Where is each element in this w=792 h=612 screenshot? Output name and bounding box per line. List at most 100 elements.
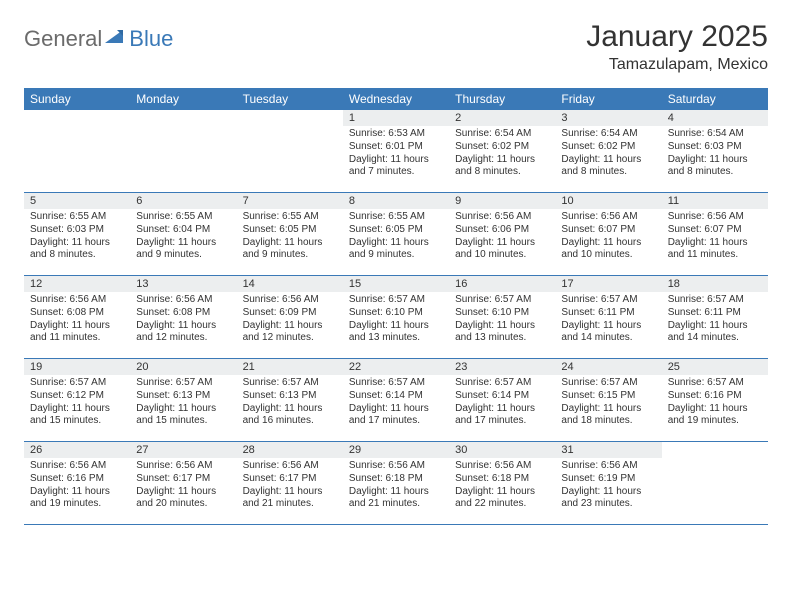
sunrise-line: Sunrise: 6:57 AM <box>561 294 655 307</box>
day-body: Sunrise: 6:56 AMSunset: 6:17 PMDaylight:… <box>130 458 236 517</box>
sunrise-line: Sunrise: 6:57 AM <box>668 294 762 307</box>
day-body: Sunrise: 6:56 AMSunset: 6:19 PMDaylight:… <box>555 458 661 517</box>
daylight-line: Daylight: 11 hours and 11 minutes. <box>668 237 762 263</box>
sunrise-line: Sunrise: 6:56 AM <box>561 460 655 473</box>
daylight-line: Daylight: 11 hours and 20 minutes. <box>136 486 230 512</box>
day-number: 3 <box>555 110 661 126</box>
sunrise-line: Sunrise: 6:57 AM <box>455 294 549 307</box>
day-body: Sunrise: 6:57 AMSunset: 6:10 PMDaylight:… <box>449 292 555 351</box>
sunset-line: Sunset: 6:11 PM <box>668 307 762 320</box>
day-body: Sunrise: 6:55 AMSunset: 6:03 PMDaylight:… <box>24 209 130 268</box>
day-cell: 25Sunrise: 6:57 AMSunset: 6:16 PMDayligh… <box>662 359 768 441</box>
logo-mark-icon <box>105 27 127 48</box>
day-number: 30 <box>449 442 555 458</box>
sunrise-line: Sunrise: 6:55 AM <box>243 211 337 224</box>
daylight-line: Daylight: 11 hours and 17 minutes. <box>455 403 549 429</box>
daylight-line: Daylight: 11 hours and 17 minutes. <box>349 403 443 429</box>
daylight-line: Daylight: 11 hours and 9 minutes. <box>243 237 337 263</box>
day-cell <box>237 110 343 192</box>
day-number: 31 <box>555 442 661 458</box>
sunset-line: Sunset: 6:14 PM <box>349 390 443 403</box>
week-row: 26Sunrise: 6:56 AMSunset: 6:16 PMDayligh… <box>24 442 768 525</box>
day-number: 28 <box>237 442 343 458</box>
day-body: Sunrise: 6:56 AMSunset: 6:08 PMDaylight:… <box>130 292 236 351</box>
sunset-line: Sunset: 6:05 PM <box>349 224 443 237</box>
sunrise-line: Sunrise: 6:56 AM <box>30 294 124 307</box>
week-row: 12Sunrise: 6:56 AMSunset: 6:08 PMDayligh… <box>24 276 768 359</box>
day-body: Sunrise: 6:55 AMSunset: 6:05 PMDaylight:… <box>237 209 343 268</box>
day-cell: 12Sunrise: 6:56 AMSunset: 6:08 PMDayligh… <box>24 276 130 358</box>
sunset-line: Sunset: 6:02 PM <box>561 141 655 154</box>
logo-text-general: General <box>24 26 102 52</box>
daylight-line: Daylight: 11 hours and 23 minutes. <box>561 486 655 512</box>
day-number: 19 <box>24 359 130 375</box>
day-body: Sunrise: 6:57 AMSunset: 6:14 PMDaylight:… <box>449 375 555 434</box>
day-of-week-cell: Tuesday <box>237 88 343 110</box>
day-body: Sunrise: 6:53 AMSunset: 6:01 PMDaylight:… <box>343 126 449 185</box>
day-body: Sunrise: 6:57 AMSunset: 6:11 PMDaylight:… <box>555 292 661 351</box>
day-body: Sunrise: 6:56 AMSunset: 6:08 PMDaylight:… <box>24 292 130 351</box>
day-number: 16 <box>449 276 555 292</box>
sunset-line: Sunset: 6:19 PM <box>561 473 655 486</box>
daylight-line: Daylight: 11 hours and 13 minutes. <box>455 320 549 346</box>
sunrise-line: Sunrise: 6:56 AM <box>455 211 549 224</box>
sunset-line: Sunset: 6:17 PM <box>243 473 337 486</box>
day-number: 7 <box>237 193 343 209</box>
daylight-line: Daylight: 11 hours and 10 minutes. <box>561 237 655 263</box>
sunset-line: Sunset: 6:13 PM <box>243 390 337 403</box>
sunset-line: Sunset: 6:18 PM <box>349 473 443 486</box>
day-number-empty <box>662 442 768 458</box>
daylight-line: Daylight: 11 hours and 22 minutes. <box>455 486 549 512</box>
daylight-line: Daylight: 11 hours and 21 minutes. <box>349 486 443 512</box>
day-cell: 19Sunrise: 6:57 AMSunset: 6:12 PMDayligh… <box>24 359 130 441</box>
day-cell: 6Sunrise: 6:55 AMSunset: 6:04 PMDaylight… <box>130 193 236 275</box>
sunset-line: Sunset: 6:08 PM <box>136 307 230 320</box>
day-cell: 27Sunrise: 6:56 AMSunset: 6:17 PMDayligh… <box>130 442 236 524</box>
day-body: Sunrise: 6:57 AMSunset: 6:14 PMDaylight:… <box>343 375 449 434</box>
daylight-line: Daylight: 11 hours and 8 minutes. <box>561 154 655 180</box>
month-title: January 2025 <box>586 20 768 54</box>
daylight-line: Daylight: 11 hours and 15 minutes. <box>136 403 230 429</box>
day-number: 20 <box>130 359 236 375</box>
day-number: 27 <box>130 442 236 458</box>
day-of-week-cell: Wednesday <box>343 88 449 110</box>
day-cell: 14Sunrise: 6:56 AMSunset: 6:09 PMDayligh… <box>237 276 343 358</box>
sunset-line: Sunset: 6:03 PM <box>30 224 124 237</box>
sunrise-line: Sunrise: 6:57 AM <box>455 377 549 390</box>
day-cell <box>24 110 130 192</box>
day-cell: 13Sunrise: 6:56 AMSunset: 6:08 PMDayligh… <box>130 276 236 358</box>
day-cell: 24Sunrise: 6:57 AMSunset: 6:15 PMDayligh… <box>555 359 661 441</box>
day-body: Sunrise: 6:56 AMSunset: 6:07 PMDaylight:… <box>555 209 661 268</box>
sunset-line: Sunset: 6:09 PM <box>243 307 337 320</box>
logo: General Blue <box>24 26 173 52</box>
day-cell: 26Sunrise: 6:56 AMSunset: 6:16 PMDayligh… <box>24 442 130 524</box>
title-block: January 2025 Tamazulapam, Mexico <box>586 20 768 74</box>
daylight-line: Daylight: 11 hours and 9 minutes. <box>136 237 230 263</box>
daylight-line: Daylight: 11 hours and 21 minutes. <box>243 486 337 512</box>
sunrise-line: Sunrise: 6:56 AM <box>455 460 549 473</box>
day-number: 14 <box>237 276 343 292</box>
sunrise-line: Sunrise: 6:56 AM <box>243 460 337 473</box>
day-body: Sunrise: 6:55 AMSunset: 6:05 PMDaylight:… <box>343 209 449 268</box>
day-number: 11 <box>662 193 768 209</box>
sunset-line: Sunset: 6:07 PM <box>561 224 655 237</box>
day-body: Sunrise: 6:56 AMSunset: 6:18 PMDaylight:… <box>449 458 555 517</box>
day-number-empty <box>130 110 236 126</box>
day-cell: 18Sunrise: 6:57 AMSunset: 6:11 PMDayligh… <box>662 276 768 358</box>
sunrise-line: Sunrise: 6:54 AM <box>561 128 655 141</box>
sunrise-line: Sunrise: 6:56 AM <box>561 211 655 224</box>
week-row: 19Sunrise: 6:57 AMSunset: 6:12 PMDayligh… <box>24 359 768 442</box>
sunset-line: Sunset: 6:11 PM <box>561 307 655 320</box>
sunrise-line: Sunrise: 6:57 AM <box>30 377 124 390</box>
day-of-week-cell: Saturday <box>662 88 768 110</box>
sunset-line: Sunset: 6:01 PM <box>349 141 443 154</box>
day-number: 5 <box>24 193 130 209</box>
day-number: 6 <box>130 193 236 209</box>
sunrise-line: Sunrise: 6:56 AM <box>243 294 337 307</box>
sunset-line: Sunset: 6:17 PM <box>136 473 230 486</box>
daylight-line: Daylight: 11 hours and 7 minutes. <box>349 154 443 180</box>
day-body: Sunrise: 6:57 AMSunset: 6:10 PMDaylight:… <box>343 292 449 351</box>
sunset-line: Sunset: 6:10 PM <box>349 307 443 320</box>
daylight-line: Daylight: 11 hours and 8 minutes. <box>30 237 124 263</box>
daylight-line: Daylight: 11 hours and 19 minutes. <box>30 486 124 512</box>
